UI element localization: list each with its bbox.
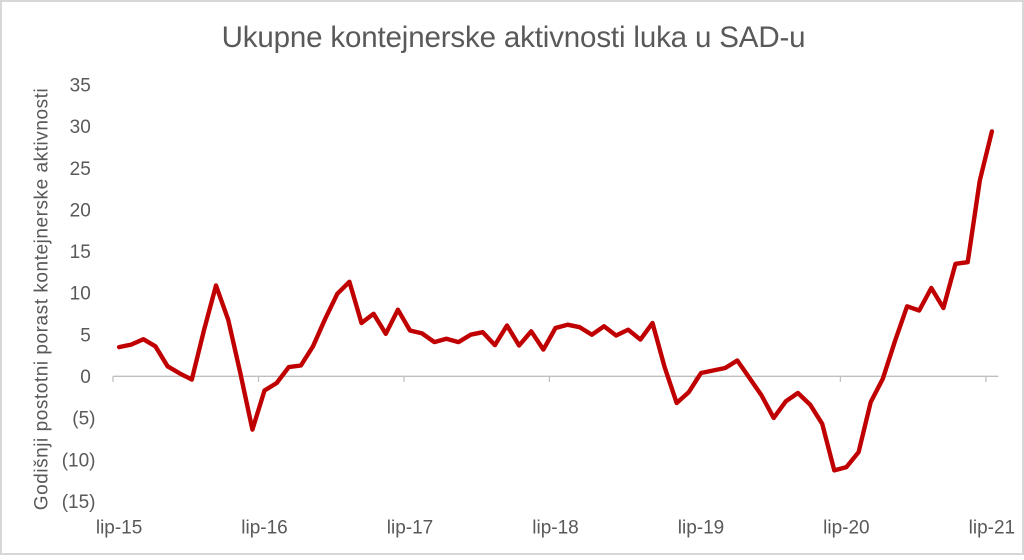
svg-text:5: 5 <box>80 325 91 346</box>
svg-text:lip-15: lip-15 <box>96 518 142 539</box>
svg-text:lip-17: lip-17 <box>387 518 433 539</box>
svg-text:(5): (5) <box>72 409 95 430</box>
svg-text:Godišnji postotni porast konte: Godišnji postotni porast kontejnerske ak… <box>32 88 53 510</box>
svg-text:lip-20: lip-20 <box>823 518 869 539</box>
svg-text:lip-19: lip-19 <box>678 518 724 539</box>
svg-text:35: 35 <box>70 76 91 97</box>
svg-text:15: 15 <box>70 242 91 263</box>
svg-text:10: 10 <box>70 284 91 305</box>
svg-text:lip-21: lip-21 <box>969 518 1015 539</box>
svg-text:0: 0 <box>80 367 91 388</box>
svg-text:lip-16: lip-16 <box>241 518 287 539</box>
svg-text:Ukupne kontejnerske aktivnosti: Ukupne kontejnerske aktivnosti luka u SA… <box>222 21 806 54</box>
svg-text:30: 30 <box>70 117 91 138</box>
svg-text:lip-18: lip-18 <box>532 518 578 539</box>
svg-text:20: 20 <box>70 200 91 221</box>
svg-text:(15): (15) <box>62 492 96 513</box>
svg-text:25: 25 <box>70 159 91 180</box>
svg-text:(10): (10) <box>62 450 96 471</box>
